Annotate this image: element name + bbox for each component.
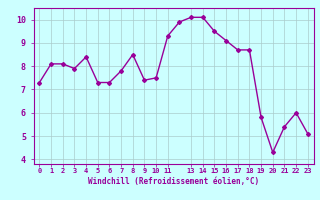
X-axis label: Windchill (Refroidissement éolien,°C): Windchill (Refroidissement éolien,°C): [88, 177, 259, 186]
